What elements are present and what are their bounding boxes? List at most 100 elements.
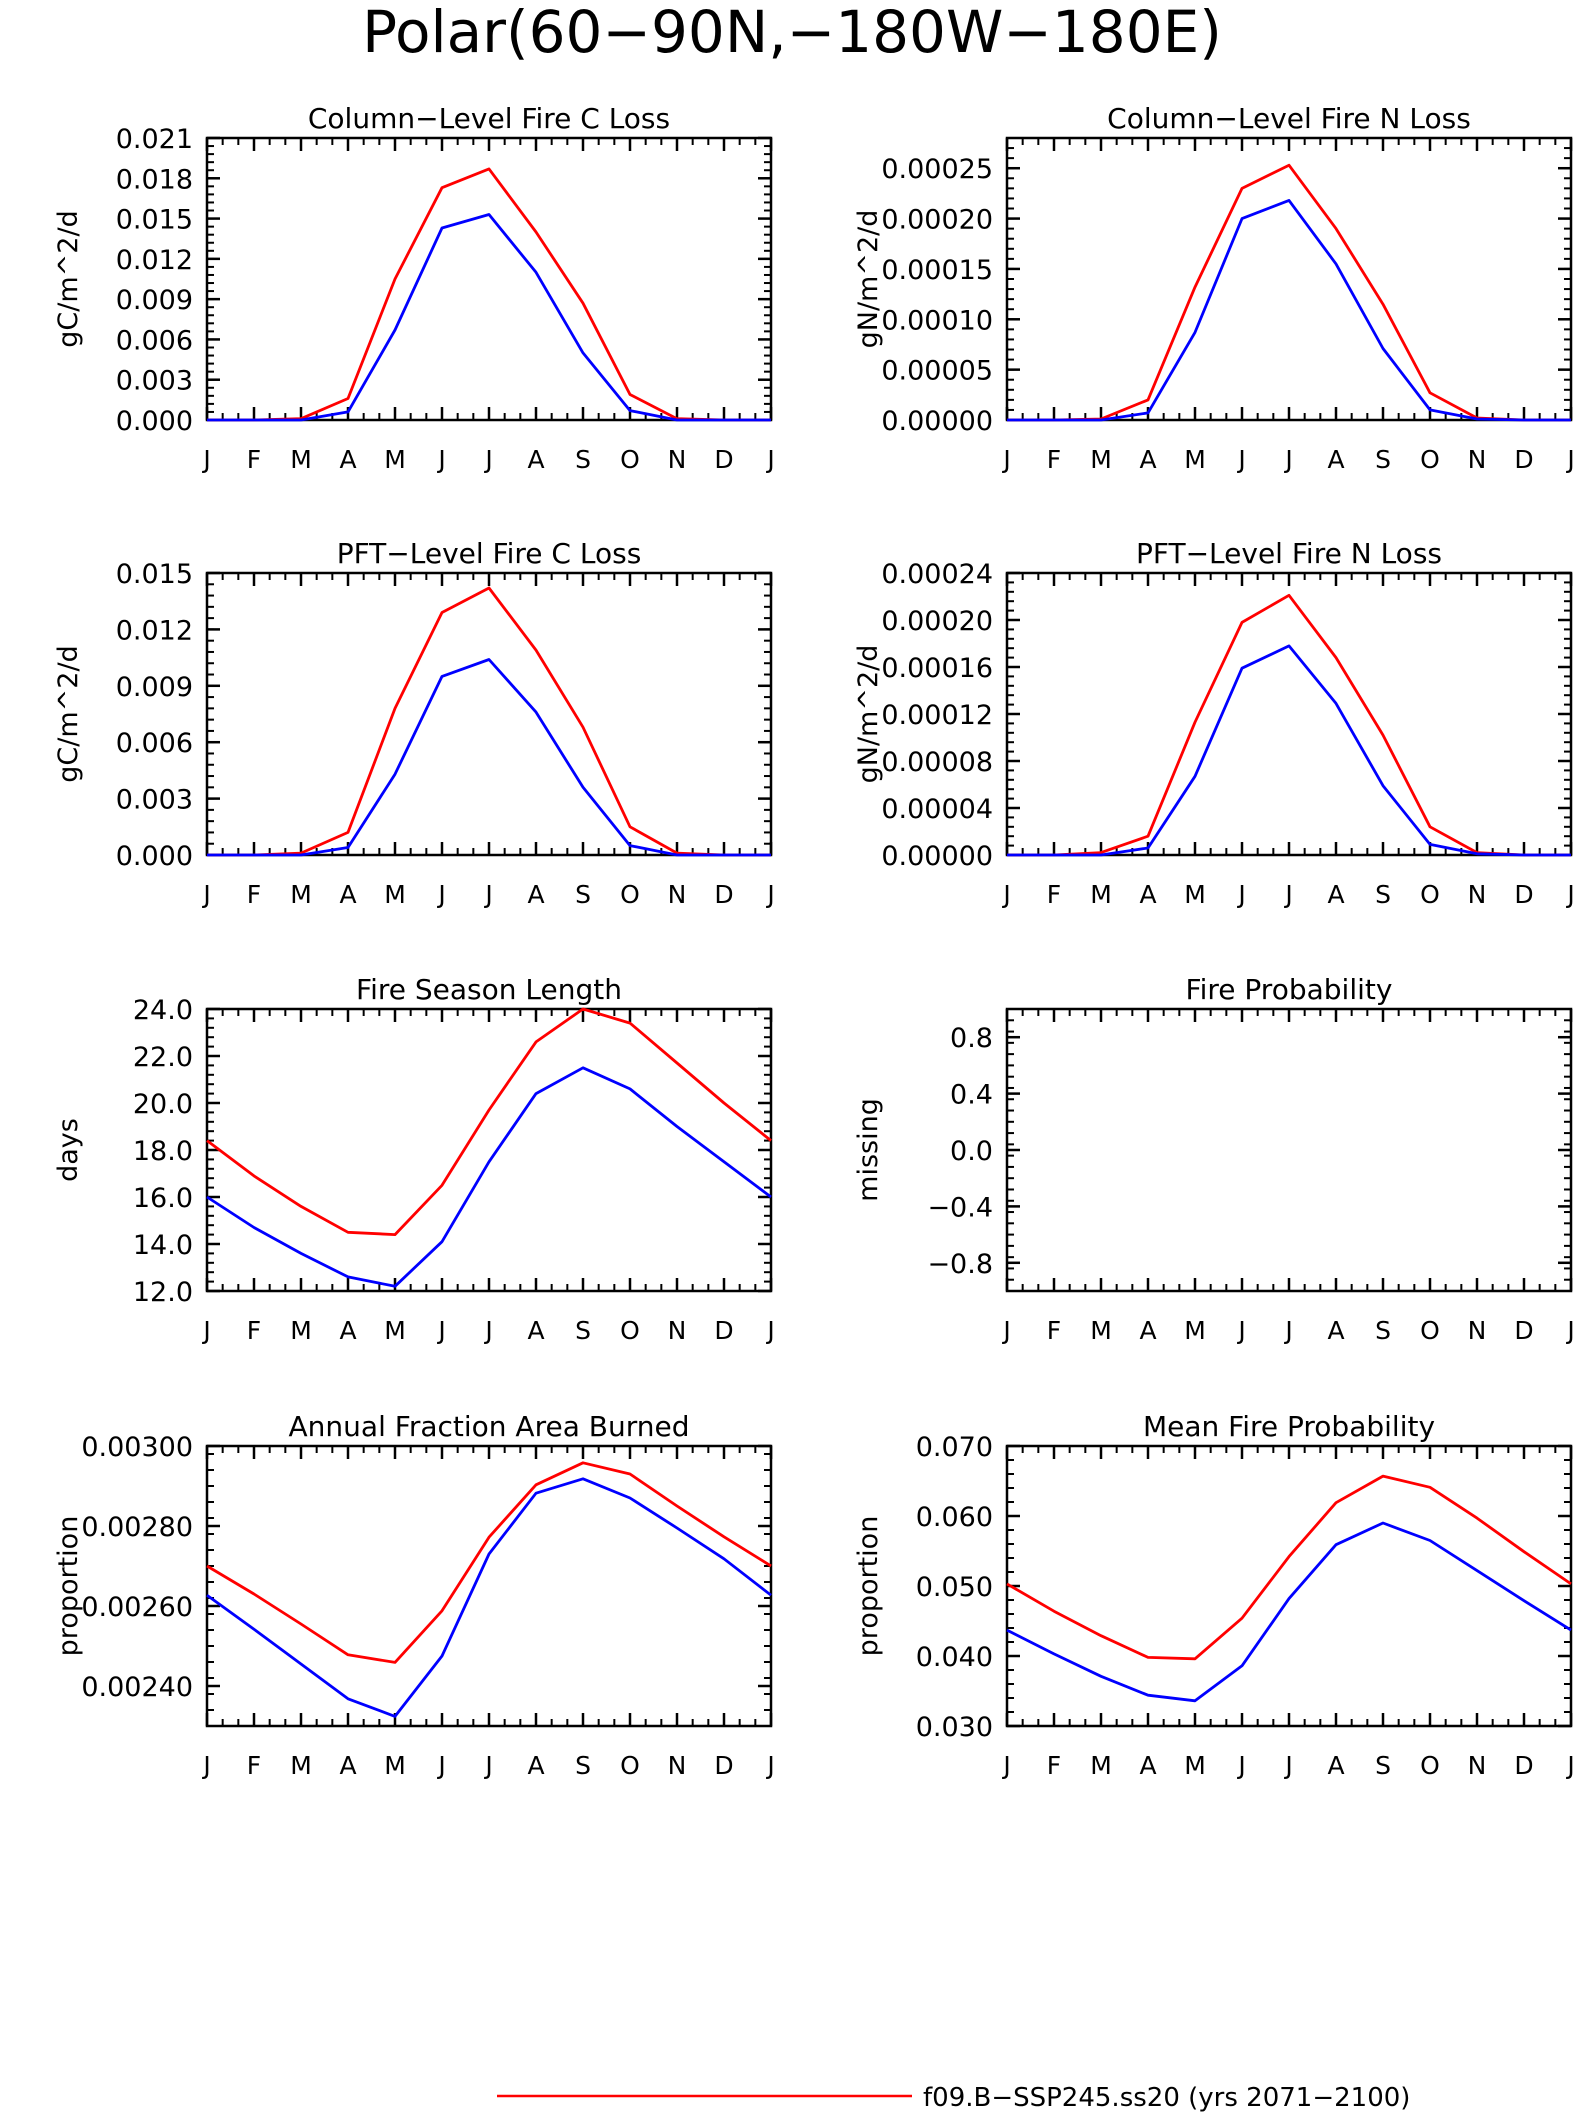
y-axis-label: gC/m^2/d (53, 645, 84, 782)
y-tick-label: 0.000 (116, 406, 193, 437)
x-tick-label: A (1327, 1316, 1344, 1345)
x-tick-label: D (714, 1316, 733, 1345)
x-tick-label: A (527, 1316, 544, 1345)
x-tick-label: A (527, 1751, 544, 1780)
y-tick-label: 0.00280 (81, 1512, 193, 1543)
y-tick-label: 0.00010 (881, 305, 993, 336)
x-tick-label: S (1375, 445, 1391, 474)
series-line-blue (207, 1068, 771, 1287)
x-tick-label: M (1090, 445, 1112, 474)
x-tick-label: S (1375, 1316, 1391, 1345)
series-line-blue (1007, 1523, 1571, 1701)
x-tick-label: A (1139, 880, 1156, 909)
x-tick-label: J (201, 445, 210, 474)
y-axis-label: proportion (853, 1516, 884, 1657)
x-tick-label: A (1139, 445, 1156, 474)
y-tick-label: 0.009 (116, 285, 193, 316)
y-tick-label: 0.030 (916, 1712, 993, 1743)
y-tick-label: 0.00008 (881, 747, 993, 778)
y-tick-label: 0.00012 (881, 700, 993, 731)
y-tick-label: 24.0 (133, 995, 193, 1026)
x-tick-label: N (1468, 1751, 1487, 1780)
x-tick-label: M (290, 880, 312, 909)
y-tick-label: 20.0 (133, 1089, 193, 1120)
y-tick-label: 12.0 (133, 1277, 193, 1308)
y-axis-label: missing (853, 1098, 884, 1202)
x-tick-label: J (483, 1316, 492, 1345)
y-tick-label: 0.003 (116, 366, 193, 397)
chart-title: Column−Level Fire N Loss (1107, 102, 1471, 135)
plot-frame (1007, 1446, 1571, 1726)
x-tick-label: O (1420, 1751, 1440, 1780)
series-line-blue (1007, 200, 1571, 420)
legend-label: f09.B−SSP245.ss20 (yrs 2071−2100) (923, 2083, 1410, 2113)
y-tick-label: 0.00004 (881, 794, 993, 825)
x-tick-label: O (1420, 880, 1440, 909)
y-axis-label: gN/m^2/d (853, 210, 884, 349)
x-tick-label: J (1001, 1316, 1010, 1345)
y-tick-label: 0.00020 (881, 606, 993, 637)
x-tick-label: F (247, 1751, 261, 1780)
x-tick-label: D (1514, 1751, 1533, 1780)
x-tick-label: M (384, 445, 406, 474)
x-tick-label: D (714, 880, 733, 909)
x-tick-label: O (1420, 1316, 1440, 1345)
y-axis-label: days (53, 1118, 84, 1182)
y-tick-label: 0.006 (116, 728, 193, 759)
y-tick-label: 0.00016 (881, 653, 993, 684)
x-tick-label: J (201, 1316, 210, 1345)
x-tick-label: A (1327, 880, 1344, 909)
series-line-blue (207, 660, 771, 856)
x-tick-label: O (1420, 445, 1440, 474)
plot-frame (207, 1446, 771, 1726)
x-tick-label: J (1283, 445, 1292, 474)
y-tick-label: 0.070 (916, 1432, 993, 1463)
legend: f09.B−SSP245.ss20 (yrs 2071−2100) (497, 2083, 1410, 2113)
x-tick-label: J (1001, 880, 1010, 909)
x-tick-label: N (1468, 445, 1487, 474)
y-tick-label: 18.0 (133, 1136, 193, 1167)
y-axis-label: gN/m^2/d (853, 645, 884, 784)
x-tick-label: J (483, 445, 492, 474)
panels: J F M A M J J A S O N D J0.0000.0030.0060.0090.0120.… (53, 102, 1575, 1780)
x-tick-label: N (668, 1316, 687, 1345)
x-tick-label: J (1565, 445, 1574, 474)
y-axis-label: proportion (53, 1516, 84, 1657)
x-tick-label: O (620, 880, 640, 909)
x-tick-label: J (765, 1316, 774, 1345)
y-tick-label: 0.015 (116, 205, 193, 236)
plot-frame (207, 138, 771, 420)
chart-panel-3: J F M A M J J A S O N D J0.0000.0030.0060.0090.0120.… (53, 537, 775, 909)
x-tick-label: M (1184, 1751, 1206, 1780)
y-tick-label: 16.0 (133, 1183, 193, 1214)
x-tick-label: S (575, 445, 591, 474)
y-tick-label: 0.4 (950, 1080, 993, 1111)
y-tick-label: −0.8 (927, 1249, 993, 1280)
chart-title: Annual Fraction Area Burned (289, 1410, 690, 1443)
x-tick-label: J (1565, 1751, 1574, 1780)
x-tick-label: A (339, 1751, 356, 1780)
x-tick-label: F (1047, 880, 1061, 909)
series-line-red (207, 1463, 771, 1663)
plot-frame (1007, 1009, 1571, 1291)
chart-panel-8: J F M A M J J A S O N D J0.0300.0400.0500.0600.070Me… (853, 1410, 1575, 1780)
y-tick-label: 0.00025 (881, 154, 993, 185)
y-tick-label: 0.009 (116, 672, 193, 703)
x-tick-label: D (714, 1751, 733, 1780)
x-tick-label: F (247, 1316, 261, 1345)
x-tick-label: M (1090, 880, 1112, 909)
x-tick-label: O (620, 445, 640, 474)
x-tick-label: A (527, 445, 544, 474)
x-tick-label: O (620, 1316, 640, 1345)
series-line-red (207, 169, 771, 420)
y-tick-label: −0.4 (927, 1192, 993, 1223)
x-tick-label: N (668, 1751, 687, 1780)
series-line-red (1007, 165, 1571, 420)
x-tick-label: M (1184, 1316, 1206, 1345)
x-tick-label: J (436, 1751, 445, 1780)
series-line-blue (207, 1479, 771, 1717)
x-tick-label: J (436, 445, 445, 474)
y-tick-label: 0.00240 (81, 1672, 193, 1703)
y-tick-label: 0.060 (916, 1502, 993, 1533)
